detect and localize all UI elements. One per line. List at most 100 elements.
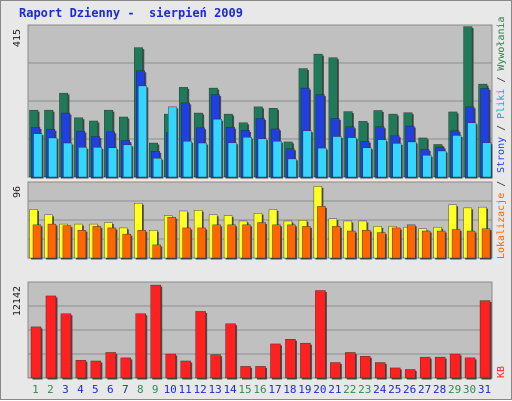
bar-kb [135, 313, 146, 379]
bar-kb [195, 311, 206, 379]
legend-sites: Lokalizacje [496, 193, 507, 259]
legend-visits: Wywołania [496, 16, 507, 70]
x-tick-label: 30 [463, 383, 476, 396]
x-tick-label: 15 [238, 383, 251, 396]
bar-sites-secondary [227, 224, 236, 259]
x-tick-label: 23 [358, 383, 371, 396]
bar-files [33, 133, 43, 178]
bar-kb [270, 343, 281, 379]
bar-files [138, 85, 147, 178]
bar-kb [210, 354, 221, 379]
bar-kb [464, 357, 476, 379]
bar-files [212, 118, 222, 178]
bar-sites-secondary [272, 224, 281, 259]
x-tick-label: 3 [62, 383, 69, 396]
bar-kb [390, 367, 401, 379]
bar-files [153, 158, 162, 178]
bar-kb [75, 359, 87, 379]
bar-sites-secondary [47, 223, 57, 259]
bar-files [347, 137, 357, 178]
bar-sites-secondary [167, 216, 176, 259]
bar-files [227, 142, 237, 178]
bar-files [168, 106, 177, 178]
bar-kb [105, 352, 117, 379]
bar-sites-secondary [197, 227, 206, 259]
bar-sites-secondary [62, 225, 72, 259]
x-tick-label: 24 [373, 383, 387, 396]
bar-sites-secondary [212, 224, 221, 259]
bar-sites-secondary [122, 233, 132, 259]
bar-files [407, 141, 417, 178]
bar-sites-secondary [137, 230, 146, 259]
bar-files [78, 147, 88, 178]
bar-sites-secondary [92, 226, 102, 259]
bar-files [123, 144, 133, 178]
bar-sites-secondary [182, 227, 191, 259]
legend-label: Strony / Pliki / Wywołania [496, 16, 507, 173]
bar-files [48, 137, 58, 178]
bar-kb [375, 362, 386, 379]
bar-sites-secondary [362, 230, 371, 259]
bar-kb [90, 360, 102, 379]
x-tick-label: 1 [32, 383, 39, 396]
bar-kb [315, 290, 326, 379]
x-tick-label: 17 [268, 383, 281, 396]
bar-files [242, 137, 252, 178]
legend-separator: / [496, 181, 507, 193]
bar-kb [449, 353, 461, 379]
bar-sites-secondary [302, 226, 311, 259]
x-tick-label: 8 [137, 383, 144, 396]
x-tick-label: 13 [208, 383, 221, 396]
bar-sites-secondary [107, 227, 117, 259]
x-tick-label: 12 [194, 383, 207, 396]
legend-kb: KB [496, 366, 507, 378]
x-tick-label: 29 [448, 383, 461, 396]
bar-files [437, 150, 447, 178]
x-tick-label: 22 [343, 383, 356, 396]
bar-sites-secondary [152, 244, 161, 259]
bar-sites-secondary [377, 232, 386, 259]
x-tick-label: 21 [328, 383, 341, 396]
x-tick-label: 25 [388, 383, 401, 396]
x-tick-label: 19 [298, 383, 311, 396]
bar-sites-secondary [257, 222, 266, 259]
bar-kb [240, 366, 251, 379]
bar-files [467, 122, 477, 178]
bar-files [482, 142, 492, 178]
bar-sites-secondary [466, 230, 476, 259]
x-tick-label: 7 [122, 383, 129, 396]
x-tick-label: 9 [152, 383, 159, 396]
bar-kb [330, 362, 341, 379]
bar-kb [360, 356, 371, 379]
bar-kb [255, 366, 266, 379]
bar-sites-secondary [242, 224, 251, 259]
bar-files [317, 147, 327, 178]
legend-separator: / [496, 71, 507, 89]
y-axis-max-label: 12142 [12, 286, 23, 316]
x-tick-label: 20 [313, 383, 326, 396]
bar-files [108, 147, 118, 178]
bar-files [302, 130, 312, 178]
x-tick-label: 18 [283, 383, 296, 396]
bar-files [272, 141, 282, 178]
x-tick-label: 27 [418, 383, 431, 396]
bar-sites-secondary [317, 206, 326, 259]
bar-files [392, 143, 402, 178]
bar-files [63, 142, 73, 178]
report-title: Raport Dzienny - sierpień 2009 [19, 6, 243, 20]
bar-kb [225, 323, 236, 379]
x-tick-label: 11 [179, 383, 192, 396]
bar-sites-secondary [32, 224, 42, 259]
bar-files [422, 155, 432, 178]
bar-kb [180, 360, 191, 379]
bar-kb [479, 300, 491, 379]
x-tick-label: 5 [92, 383, 99, 396]
x-tick-label: 31 [478, 383, 491, 396]
bar-kb [285, 339, 296, 379]
x-tick-label: 6 [107, 383, 114, 396]
bar-files [93, 147, 103, 178]
bar-sites-secondary [332, 226, 341, 259]
bar-sites-secondary [451, 229, 461, 259]
